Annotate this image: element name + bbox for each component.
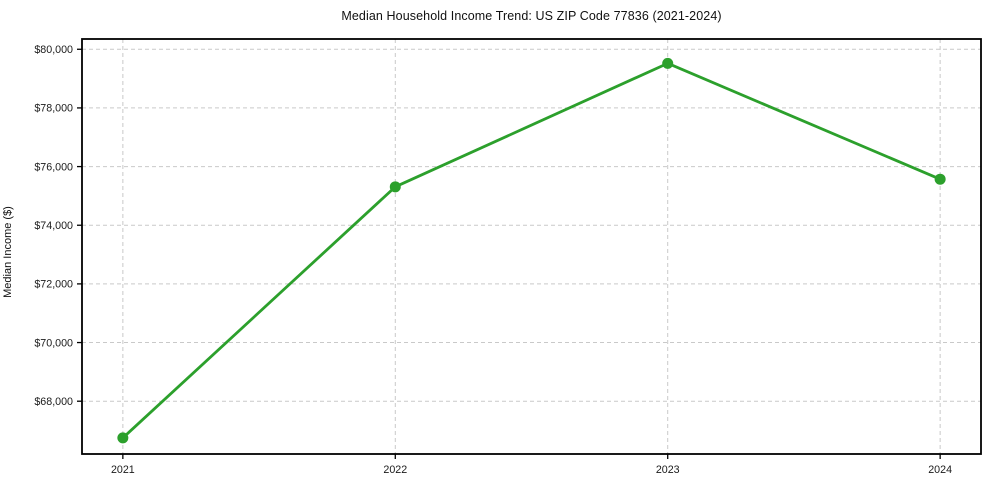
axis-ticks: [77, 48, 941, 459]
axis-tick-labels: $68,000 $70,000 $72,000 $74,000 $76,000 $78,0…: [34, 44, 952, 476]
data-point-2023: [662, 57, 674, 69]
y-tick-label: $72,000: [34, 279, 73, 291]
y-tick-label: $68,000: [34, 396, 73, 408]
y-tick-label: $74,000: [34, 220, 73, 232]
y-tick-label: $78,000: [34, 103, 73, 115]
y-tick-label: $76,000: [34, 161, 73, 173]
plot-border: [81, 38, 982, 455]
chart-title: Median Household Income Trend: US ZIP Co…: [341, 9, 722, 23]
x-tick-label: 2023: [656, 464, 680, 476]
gridlines: [82, 39, 981, 454]
y-tick-label: $70,000: [34, 337, 73, 349]
y-tick-label: $80,000: [34, 44, 73, 56]
income-line-series: [117, 57, 946, 444]
x-tick-label: 2024: [928, 464, 952, 476]
data-point-2022: [389, 181, 401, 193]
data-point-2024: [934, 173, 946, 185]
data-point-2021: [117, 432, 129, 444]
income-trend-line: [121, 61, 942, 440]
x-tick-label: 2022: [383, 464, 407, 476]
x-tick-label: 2021: [111, 464, 135, 476]
